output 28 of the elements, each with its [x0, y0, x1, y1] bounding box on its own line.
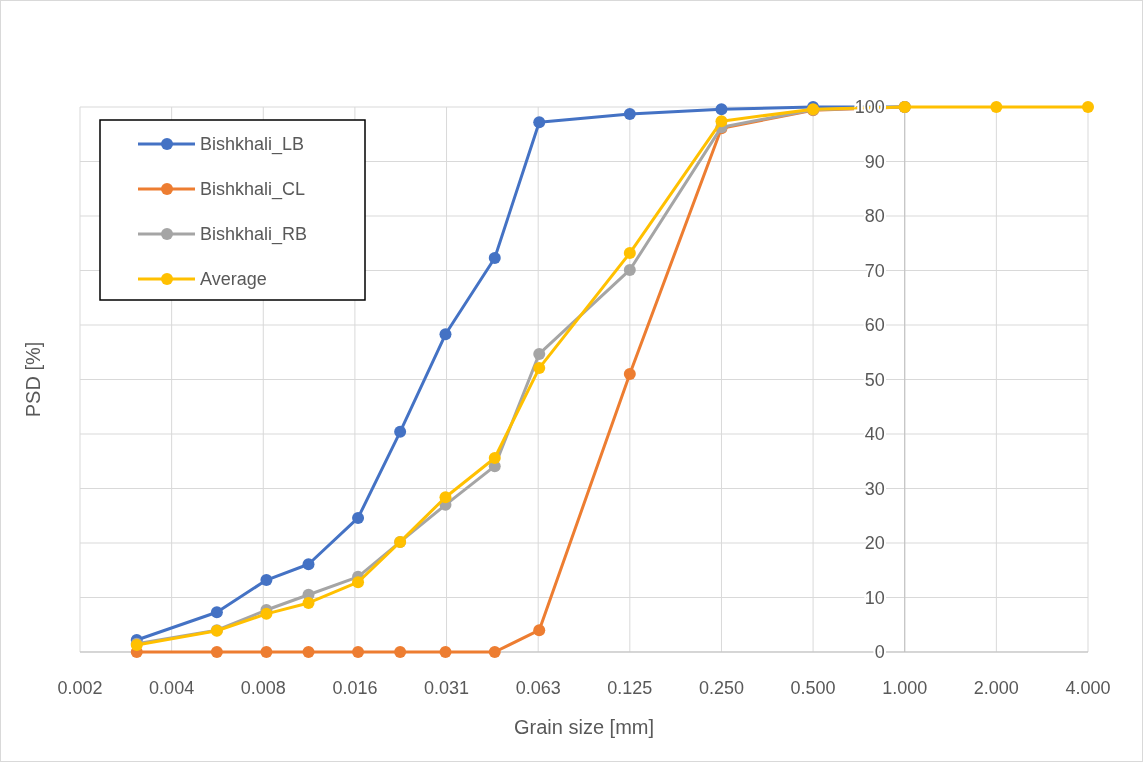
y-tick-label: 40 [864, 424, 885, 445]
y-tick-label: 70 [864, 260, 885, 281]
x-tick-label: 1.000 [882, 678, 928, 698]
y-tick-label: 80 [864, 206, 885, 227]
x-tick-label: 0.125 [607, 678, 653, 698]
legend-label: Bishkhali_CL [200, 179, 306, 201]
x-tick-label: 2.000 [973, 678, 1019, 698]
y-tick-label: 50 [864, 369, 885, 390]
legend-label: Average [200, 269, 267, 290]
y-tick-label: 30 [864, 478, 885, 499]
x-axis-title: Grain size [mm] [513, 716, 655, 738]
x-tick-label: 4.000 [1065, 678, 1111, 698]
y-tick-label: 90 [864, 151, 885, 172]
y-tick-label: 20 [864, 533, 885, 554]
x-tick-label: 0.004 [149, 678, 195, 698]
x-tick-label: 0.031 [424, 678, 470, 698]
x-tick-label: 0.063 [515, 678, 561, 698]
legend-label: Bishkhali_LB [200, 134, 305, 156]
x-tick-label: 0.008 [240, 678, 286, 698]
y-tick-label: 10 [864, 587, 885, 608]
x-tick-label: 0.250 [698, 678, 744, 698]
x-tick-label: 0.016 [332, 678, 378, 698]
y-axis-title: PSD [%] [22, 341, 44, 418]
x-tick-label: 0.002 [57, 678, 103, 698]
x-tick-label: 0.500 [790, 678, 836, 698]
legend-label: Bishkhali_RB [200, 224, 308, 246]
y-tick-label: 0 [874, 642, 885, 663]
y-tick-label: 60 [864, 315, 885, 336]
